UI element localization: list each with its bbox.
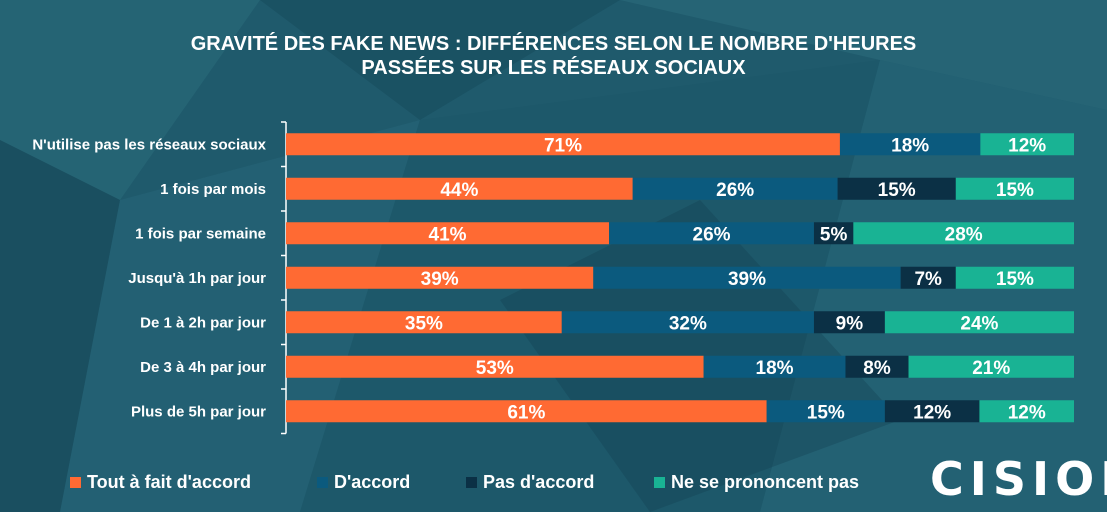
bar-segment [837, 177, 956, 200]
legend-item-tout-a-fait: Tout à fait d'accord [70, 470, 251, 494]
bar-segment [286, 311, 562, 334]
bar-segment [286, 400, 767, 423]
cision-logo: CISION® [930, 452, 1107, 506]
bar-segment [813, 222, 854, 245]
data-label: 35% [405, 313, 443, 334]
data-label: 24% [960, 313, 998, 334]
legend-swatch [654, 476, 665, 488]
data-label: 12% [1008, 402, 1046, 423]
data-label: 44% [440, 180, 478, 201]
legend-swatch [317, 476, 328, 488]
data-label: 15% [878, 180, 916, 201]
data-label: 21% [972, 358, 1010, 379]
bar-segment [839, 133, 981, 156]
data-label: 15% [807, 402, 845, 423]
legend-label: Pas d'accord [483, 471, 595, 492]
data-label: 7% [914, 269, 942, 290]
bar-segment [703, 355, 846, 378]
bar-segment [980, 133, 1074, 156]
category-label: N'utilise pas les réseaux sociaux [32, 136, 266, 153]
category-label: De 3 à 4h par jour [140, 359, 266, 376]
bar-segment [813, 311, 885, 334]
bar-segment [979, 400, 1074, 423]
bar-segment [845, 355, 909, 378]
data-label: 12% [913, 402, 951, 423]
legend-swatch [70, 476, 81, 488]
bar-segment [286, 222, 610, 245]
legend-item-pas-d-accord: Pas d'accord [466, 470, 594, 494]
legend-label: Tout à fait d'accord [87, 471, 251, 492]
data-label: 15% [996, 269, 1034, 290]
bar-segment [593, 266, 901, 289]
data-label: 61% [507, 402, 545, 423]
legend-item-ne-se-prononcent-pas: Ne se prononcent pas [654, 470, 859, 494]
bar-segment [286, 355, 704, 378]
data-label: 26% [716, 180, 754, 201]
bar-segment [561, 311, 814, 334]
data-label: 32% [669, 313, 707, 334]
bar-segment [884, 400, 980, 423]
legend-item-d-accord: D'accord [317, 470, 410, 494]
data-label: 41% [429, 224, 467, 245]
legend-label: Ne se prononcent pas [671, 471, 860, 492]
data-label: 39% [728, 269, 766, 290]
bar-segment [286, 177, 633, 200]
category-label: 1 fois par semaine [135, 225, 266, 242]
data-label: 26% [693, 224, 731, 245]
data-label: 12% [1008, 135, 1046, 156]
bar-segment [884, 311, 1074, 334]
category-label: Jusqu'à 1h par jour [128, 270, 266, 287]
data-label: 39% [421, 269, 459, 290]
category-label: Plus de 5h par jour [131, 403, 266, 420]
bar-segment [286, 133, 840, 156]
category-label: 1 fois par mois [160, 181, 266, 198]
bar-segment [955, 177, 1074, 200]
data-label: 8% [863, 358, 891, 379]
bar-segment [908, 355, 1074, 378]
data-label: 18% [756, 358, 794, 379]
bar-segment [286, 266, 594, 289]
data-label: 71% [544, 135, 582, 156]
legend-swatch [466, 476, 477, 488]
bar-segment [632, 177, 838, 200]
data-label: 5% [820, 224, 848, 245]
chart-title-line-1: GRAVITÉ DES FAKE NEWS : DIFFÉRENCES SELO… [190, 33, 917, 55]
logo-text: CISION [930, 452, 1107, 506]
category-label: De 1 à 2h par jour [140, 314, 266, 331]
data-label: 9% [836, 313, 864, 334]
data-label: 18% [891, 135, 929, 156]
legend-label: D'accord [334, 471, 411, 492]
bar-segment [766, 400, 885, 423]
bar-segment [955, 266, 1074, 289]
chart-title-line-2: PASSÉES SUR LES RÉSEAUX SOCIAUX [361, 57, 746, 79]
bar-segment [853, 222, 1074, 245]
data-label: 53% [476, 358, 514, 379]
bar-segment [900, 266, 956, 289]
data-label: 28% [945, 224, 983, 245]
bar-segment [609, 222, 814, 245]
data-label: 15% [996, 180, 1034, 201]
